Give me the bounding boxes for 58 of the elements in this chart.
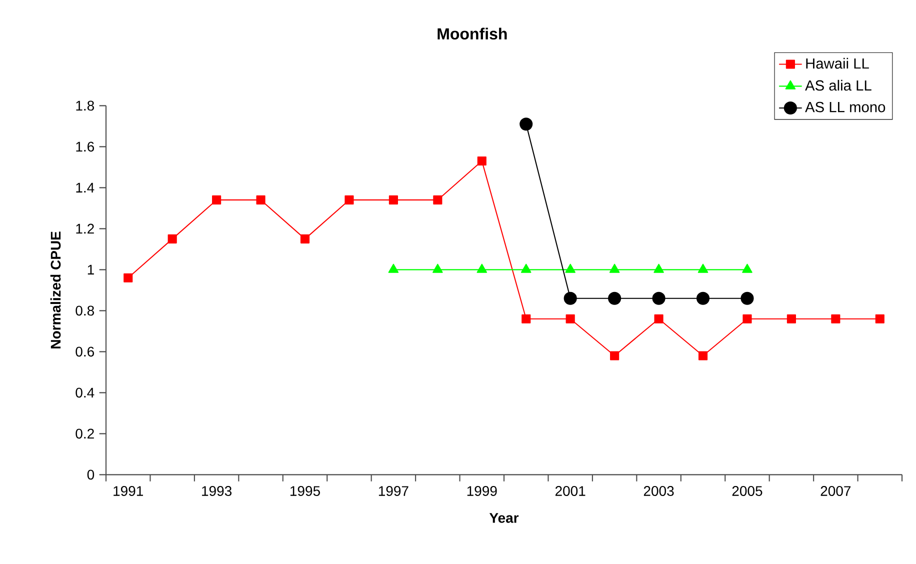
point xyxy=(344,195,354,204)
y-tick-label: 0.8 xyxy=(76,306,94,316)
x-tick-label: 2001 xyxy=(555,486,586,496)
point xyxy=(831,314,840,324)
x-tick-label: 2005 xyxy=(732,486,762,496)
x-tick-label: 1999 xyxy=(467,486,497,496)
point xyxy=(698,351,708,360)
x-tick-label: 1993 xyxy=(202,486,232,496)
point xyxy=(477,156,486,166)
y-tick-label: 0.2 xyxy=(76,428,94,439)
point xyxy=(388,195,398,204)
x-tick-label: 2007 xyxy=(820,486,851,496)
point xyxy=(520,264,532,273)
y-tick-label: 1.6 xyxy=(76,142,94,152)
x-tick-label: 1997 xyxy=(378,486,408,496)
point xyxy=(212,195,222,204)
x-axis-title: Year xyxy=(489,513,519,523)
legend-label: Hawaii LL xyxy=(806,58,869,69)
point xyxy=(875,314,884,324)
point xyxy=(609,264,620,273)
legend-label: AS alia LL xyxy=(805,80,872,91)
point xyxy=(520,118,533,131)
y-tick-label: 1.4 xyxy=(76,182,94,192)
point xyxy=(652,292,666,305)
y-tick-label: 0.6 xyxy=(76,346,94,357)
point xyxy=(654,264,664,273)
point xyxy=(168,234,177,244)
point xyxy=(610,351,620,360)
point xyxy=(608,292,622,305)
point xyxy=(476,264,488,273)
point xyxy=(654,314,664,324)
x-tick-label: 2003 xyxy=(644,486,674,496)
point xyxy=(742,314,752,324)
y-tick-label: 1.8 xyxy=(76,100,94,111)
point xyxy=(522,314,531,324)
point xyxy=(564,292,577,305)
point xyxy=(433,195,442,204)
x-tick-label: 1995 xyxy=(290,486,320,496)
point xyxy=(432,264,443,273)
point xyxy=(565,264,576,273)
x-tick-label: 1991 xyxy=(114,486,143,496)
point xyxy=(742,264,752,273)
point xyxy=(698,264,708,273)
point xyxy=(696,292,710,305)
y-tick-label: 0 xyxy=(87,470,94,480)
chart-title: Moonfish xyxy=(438,28,507,40)
legend-label: AS LL mono xyxy=(805,102,886,112)
y-axis-title: Normalized CPUE xyxy=(50,232,61,348)
point xyxy=(124,273,133,282)
point xyxy=(566,314,575,324)
point xyxy=(388,264,399,273)
point xyxy=(740,292,754,305)
y-tick-label: 1 xyxy=(88,264,94,274)
y-tick-label: 1.2 xyxy=(76,224,94,234)
point xyxy=(256,195,266,204)
point xyxy=(300,234,310,244)
y-tick-label: 0.4 xyxy=(76,388,94,398)
point xyxy=(786,314,796,324)
